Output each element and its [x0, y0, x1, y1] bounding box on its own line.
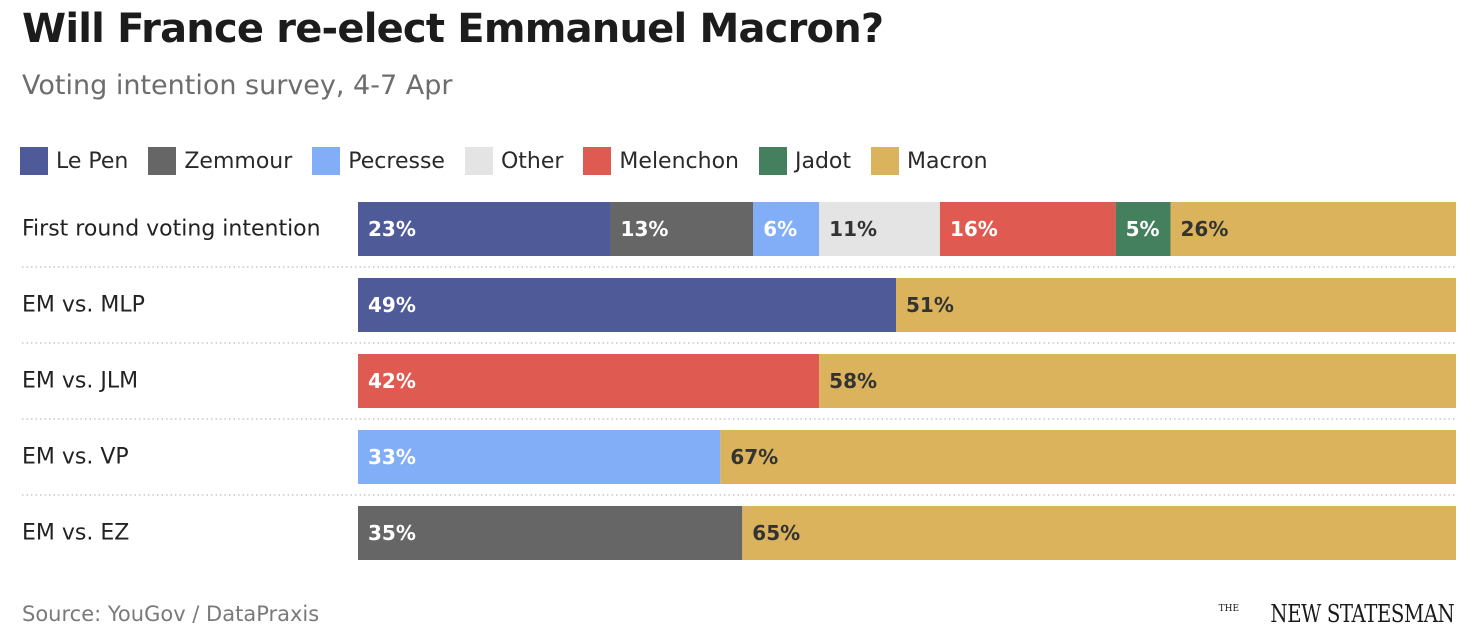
chart-subtitle: Voting intention survey, 4-7 Apr — [22, 70, 453, 101]
legend-item-other: Other — [464, 147, 564, 175]
bar-label-em-vs-jlm-macron: 58% — [829, 369, 877, 393]
new-statesman-logo: THE NEW STATESMAN — [1218, 600, 1455, 628]
bar-label-first-round-voting-intention-melenchon: 16% — [950, 217, 998, 241]
bar-label-em-vs-vp-pecresse: 33% — [368, 445, 416, 469]
bar-first-round-voting-intention-le-pen — [358, 202, 611, 256]
legend-swatch-melenchon — [583, 147, 612, 175]
bar-label-first-round-voting-intention-other: 11% — [829, 217, 877, 241]
bar-label-first-round-voting-intention-pecresse: 6% — [763, 217, 797, 241]
bar-label-em-vs-ez-zemmour: 35% — [368, 521, 416, 545]
bar-em-vs-ez-macron — [742, 506, 1456, 560]
chart-title: Will France re-elect Emmanuel Macron? — [22, 6, 884, 52]
source-note: Source: YouGov / DataPraxis — [22, 602, 320, 626]
bar-first-round-voting-intention-other — [819, 202, 940, 256]
row-label-em-vs-ez: EM vs. EZ — [22, 521, 129, 546]
legend-label-le-pen: Le Pen — [56, 148, 129, 174]
bar-em-vs-mlp-le-pen — [358, 278, 897, 332]
bar-label-first-round-voting-intention-jadot: 5% — [1126, 217, 1160, 241]
bar-first-round-voting-intention-jadot — [1115, 202, 1171, 256]
bar-label-first-round-voting-intention-macron: 26% — [1181, 217, 1229, 241]
brand-the: THE — [1218, 604, 1240, 614]
bar-em-vs-vp-pecresse — [358, 430, 721, 484]
brand-name: NEW STATESMAN — [1270, 600, 1454, 628]
legend-label-jadot: Jadot — [794, 148, 852, 174]
legend-item-le-pen: Le Pen — [20, 147, 128, 175]
row-label-em-vs-jlm: EM vs. JLM — [22, 369, 138, 394]
legend-swatch-zemmour — [148, 147, 177, 175]
bar-first-round-voting-intention-pecresse — [753, 202, 820, 256]
legend: Le Pen Zemmour Pecresse Other Melenchon … — [20, 145, 1008, 177]
legend-swatch-le-pen — [20, 147, 48, 175]
legend-label-pecresse: Pecresse — [348, 148, 445, 174]
bar-label-em-vs-mlp-le-pen: 49% — [368, 293, 416, 317]
legend-item-macron: Macron — [871, 147, 988, 175]
legend-swatch-macron — [871, 147, 900, 175]
bar-label-first-round-voting-intention-le-pen: 23% — [368, 217, 416, 241]
bar-em-vs-jlm-melenchon — [358, 354, 820, 408]
legend-label-melenchon: Melenchon — [619, 148, 739, 174]
bar-label-em-vs-jlm-melenchon: 42% — [368, 369, 416, 393]
legend-swatch-other — [464, 147, 493, 175]
legend-label-zemmour: Zemmour — [184, 148, 293, 174]
bar-label-em-vs-vp-macron: 67% — [730, 445, 778, 469]
bar-first-round-voting-intention-macron — [1170, 202, 1456, 256]
bar-label-first-round-voting-intention-zemmour: 13% — [621, 217, 669, 241]
bar-em-vs-vp-macron — [720, 430, 1456, 484]
row-label-first-round-voting-intention: First round voting intention — [22, 217, 321, 242]
row-label-em-vs-mlp: EM vs. MLP — [22, 293, 145, 318]
bar-em-vs-mlp-macron — [896, 278, 1456, 332]
row-label-em-vs-vp: EM vs. VP — [22, 445, 129, 470]
bar-em-vs-jlm-macron — [819, 354, 1456, 408]
legend-label-macron: Macron — [907, 148, 988, 174]
bar-label-em-vs-mlp-macron: 51% — [906, 293, 954, 317]
legend-swatch-jadot — [758, 147, 787, 175]
legend-item-zemmour: Zemmour — [148, 147, 292, 175]
legend-item-jadot: Jadot — [758, 147, 852, 175]
bar-em-vs-ez-zemmour — [358, 506, 743, 560]
legend-swatch-pecresse — [312, 147, 341, 175]
legend-label-other: Other — [500, 148, 564, 174]
bar-first-round-voting-intention-melenchon — [939, 202, 1116, 256]
bar-first-round-voting-intention-zemmour — [610, 202, 754, 256]
legend-item-pecresse: Pecresse — [312, 147, 445, 175]
bar-label-em-vs-ez-macron: 65% — [752, 521, 800, 545]
legend-item-melenchon: Melenchon — [583, 147, 739, 175]
